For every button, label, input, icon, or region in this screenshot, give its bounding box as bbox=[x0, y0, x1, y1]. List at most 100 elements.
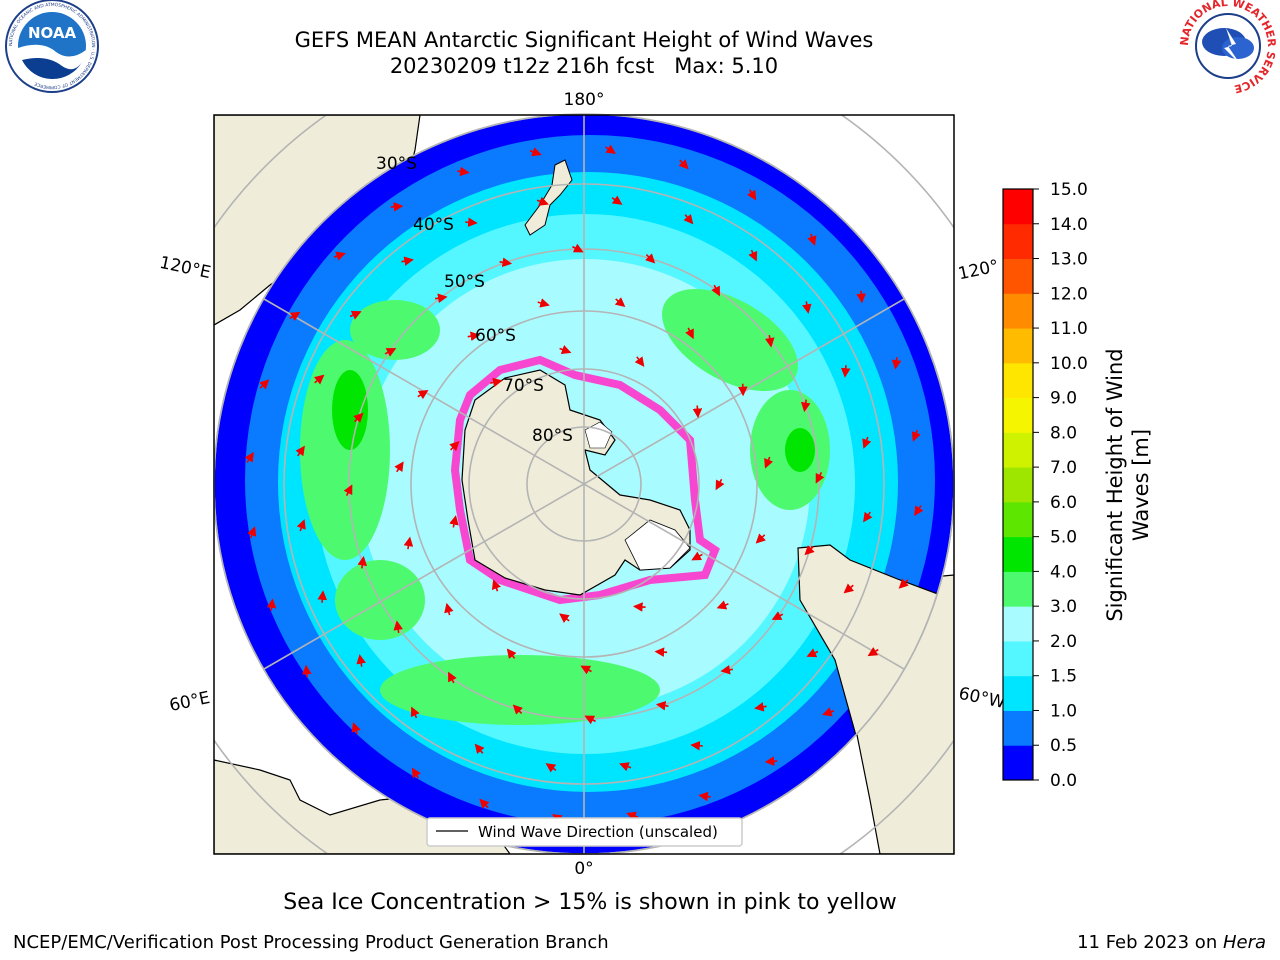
wind-wave-arrow bbox=[755, 533, 766, 544]
wind-wave-arrow bbox=[289, 311, 301, 321]
wind-wave-arrow bbox=[247, 526, 257, 539]
wind-wave-arrow bbox=[559, 613, 570, 623]
lon-label-120e: 120°E bbox=[158, 253, 213, 283]
wind-wave-arrow bbox=[474, 743, 485, 755]
nws-logo: NATIONAL WEATHER SERVICE bbox=[1178, 0, 1278, 95]
wind-wave-arrow bbox=[754, 702, 767, 712]
wind-wave-arrow bbox=[559, 345, 572, 355]
wind-wave-arrow bbox=[465, 217, 478, 228]
wind-wave-arrow bbox=[690, 740, 703, 751]
wind-wave-arrow bbox=[417, 389, 429, 400]
wind-wave-arrow bbox=[491, 579, 501, 592]
wind-wave-arrow bbox=[771, 611, 784, 620]
wind-wave-arrow bbox=[295, 445, 305, 457]
lon-label-120w: 120° bbox=[956, 256, 1000, 284]
wind-wave-arrow bbox=[401, 256, 414, 266]
wind-wave-arrow bbox=[802, 301, 812, 314]
wind-wave-arrow bbox=[605, 144, 617, 154]
wind-wave-arrow bbox=[691, 551, 703, 561]
wind-wave-arrow bbox=[529, 147, 542, 157]
lat-label-40s: 40°S bbox=[413, 215, 454, 235]
lon-label-60e: 60°E bbox=[168, 688, 212, 716]
noaa-logo-text: NOAA bbox=[28, 24, 77, 42]
wind-wave-arrow bbox=[619, 762, 632, 772]
chart-title-line1: GEFS MEAN Antarctic Significant Height o… bbox=[294, 28, 874, 52]
wind-wave-arrow bbox=[806, 648, 819, 658]
wind-wave-arrow bbox=[891, 357, 902, 370]
wind-wave-arrow bbox=[614, 297, 626, 308]
wind-wave-arrow bbox=[800, 399, 811, 413]
wind-wave-arrow bbox=[356, 654, 366, 667]
noaa-logo: NOAA NATIONAL OCEANIC AND ATMOSPHERIC AD… bbox=[5, 0, 99, 93]
wind-wave-arrow bbox=[403, 536, 414, 550]
wind-wave-arrow bbox=[449, 515, 459, 528]
map-legend: Wind Wave Direction (unscaled) bbox=[426, 817, 743, 847]
wind-wave-arrow bbox=[715, 478, 725, 491]
wind-wave-arrow bbox=[720, 665, 734, 675]
wind-wave-arrow bbox=[683, 213, 694, 225]
wind-wave-arrow bbox=[626, 811, 639, 821]
lon-label-0: 0° bbox=[574, 859, 593, 879]
wind-wave-arrow bbox=[655, 700, 669, 711]
colorbar-label: Significant Height of Wind Waves [m] bbox=[1102, 315, 1154, 655]
wave-belt-south bbox=[380, 655, 660, 725]
footer-host: Hera bbox=[1222, 932, 1266, 953]
wind-wave-arrow bbox=[467, 331, 481, 342]
wind-wave-arrow bbox=[698, 791, 711, 802]
wind-wave-arrow bbox=[444, 602, 454, 616]
wind-wave-arrow bbox=[343, 484, 353, 496]
wind-wave-arrow bbox=[580, 665, 592, 675]
wind-wave-arrow bbox=[296, 519, 306, 532]
wind-wave-arrow bbox=[411, 767, 421, 779]
lat-label-80s: 80°S bbox=[532, 426, 573, 446]
wind-wave-arrow bbox=[634, 356, 645, 367]
wind-wave-arrow bbox=[457, 166, 470, 177]
wind-wave-arrow bbox=[499, 257, 513, 268]
lon-label-60w: 60°W bbox=[957, 684, 1007, 713]
wind-wave-arrow bbox=[711, 284, 720, 297]
wind-wave-arrow bbox=[449, 440, 460, 452]
wind-wave-arrow bbox=[807, 233, 817, 246]
wind-wave-arrow bbox=[244, 451, 254, 463]
wind-wave-arrow bbox=[506, 648, 517, 659]
colorbar-label-line2: Waves [m] bbox=[1129, 428, 1153, 542]
wind-wave-arrow bbox=[645, 253, 656, 264]
wind-wave-arrow bbox=[863, 511, 873, 523]
wind-wave-arrow bbox=[748, 249, 758, 262]
wind-wave-arrow bbox=[410, 706, 420, 719]
wind-wave-arrow bbox=[862, 436, 872, 449]
sea-ice-rim bbox=[450, 355, 720, 605]
wind-wave-arrow bbox=[353, 412, 364, 423]
wind-wave-arrow bbox=[266, 598, 277, 611]
wind-wave-arrow bbox=[490, 377, 503, 388]
wind-wave-arrow bbox=[867, 647, 879, 657]
wind-wave-arrow bbox=[394, 461, 404, 473]
wind-wave-arrow bbox=[584, 715, 596, 725]
wind-wave-arrow bbox=[393, 620, 403, 634]
wind-wave-arrow bbox=[765, 334, 775, 348]
wind-wave-arrow bbox=[764, 756, 778, 766]
wind-wave-arrow bbox=[317, 590, 328, 603]
lat-label-60s: 60°S bbox=[475, 326, 516, 346]
wind-wave-arrow bbox=[822, 707, 835, 717]
wind-wave-arrow bbox=[716, 600, 729, 610]
colorbar-label-line1: Significant Height of Wind bbox=[1103, 348, 1127, 622]
wind-wave-arrow bbox=[384, 348, 397, 357]
wind-wave-arrow bbox=[536, 196, 549, 206]
wind-wave-arrow bbox=[747, 189, 757, 201]
footer-date: 11 Feb 2023 on bbox=[1077, 932, 1223, 953]
wind-wave-arrow bbox=[685, 327, 694, 340]
wind-wave-arrow bbox=[764, 456, 774, 469]
wind-wave-arrow bbox=[804, 545, 815, 556]
lat-label-30s: 30°S bbox=[376, 154, 417, 174]
wind-wave-arrow bbox=[654, 647, 668, 657]
wind-wave-arrow bbox=[357, 555, 368, 569]
wave-belt-north-east bbox=[662, 288, 798, 392]
wind-wave-arrow bbox=[259, 379, 270, 390]
wind-wave-arrow bbox=[815, 472, 825, 484]
wind-wave-arrow bbox=[572, 243, 584, 253]
wind-wave-arrow bbox=[302, 664, 312, 678]
wave-belt-west bbox=[300, 340, 390, 560]
wind-wave-arrow bbox=[633, 602, 646, 612]
map-frame bbox=[213, 114, 955, 855]
